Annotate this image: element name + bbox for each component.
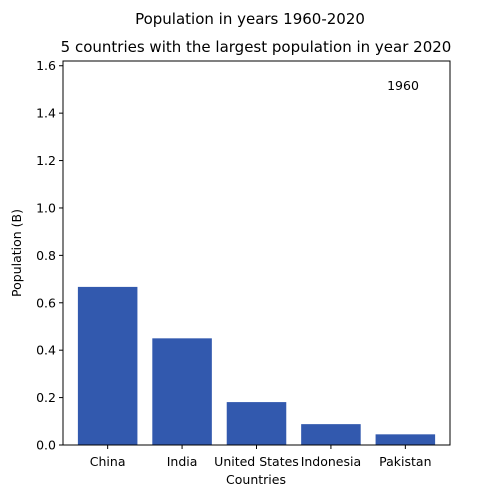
x-axis-label: Countries xyxy=(226,472,286,487)
chart-suptitle: Population in years 1960-2020 xyxy=(135,10,365,28)
y-axis-label: Population (B) xyxy=(9,209,24,297)
x-axis: China India United States Indonesia Pakistan xyxy=(90,445,432,469)
bar-indonesia xyxy=(301,424,361,445)
y-tick-label: 1.6 xyxy=(36,58,56,73)
bar-pakistan xyxy=(375,434,436,445)
x-tick-label: United States xyxy=(214,454,299,469)
x-tick-label: Pakistan xyxy=(379,454,431,469)
bar-china xyxy=(77,286,138,445)
x-tick-label: India xyxy=(167,454,198,469)
x-tick-label: China xyxy=(90,454,126,469)
y-tick-label: 1.4 xyxy=(36,106,56,121)
bar-united-states xyxy=(226,402,287,445)
y-tick-label: 0.4 xyxy=(36,343,56,358)
y-axis: 0.0 0.2 0.4 0.6 0.8 1.0 1.2 1.4 1.6 xyxy=(36,58,63,453)
chart-title: 5 countries with the largest population … xyxy=(61,38,452,56)
y-tick-label: 0.2 xyxy=(36,390,56,405)
y-tick-label: 0.8 xyxy=(36,248,56,263)
y-tick-label: 0.6 xyxy=(36,295,56,310)
y-tick-label: 1.0 xyxy=(36,200,56,215)
y-tick-label: 1.2 xyxy=(36,153,56,168)
x-tick-label: Indonesia xyxy=(301,454,361,469)
bar-india xyxy=(152,338,212,445)
bars-group xyxy=(77,286,436,445)
year-annotation: 1960 xyxy=(387,78,419,93)
y-tick-label: 0.0 xyxy=(36,438,56,453)
